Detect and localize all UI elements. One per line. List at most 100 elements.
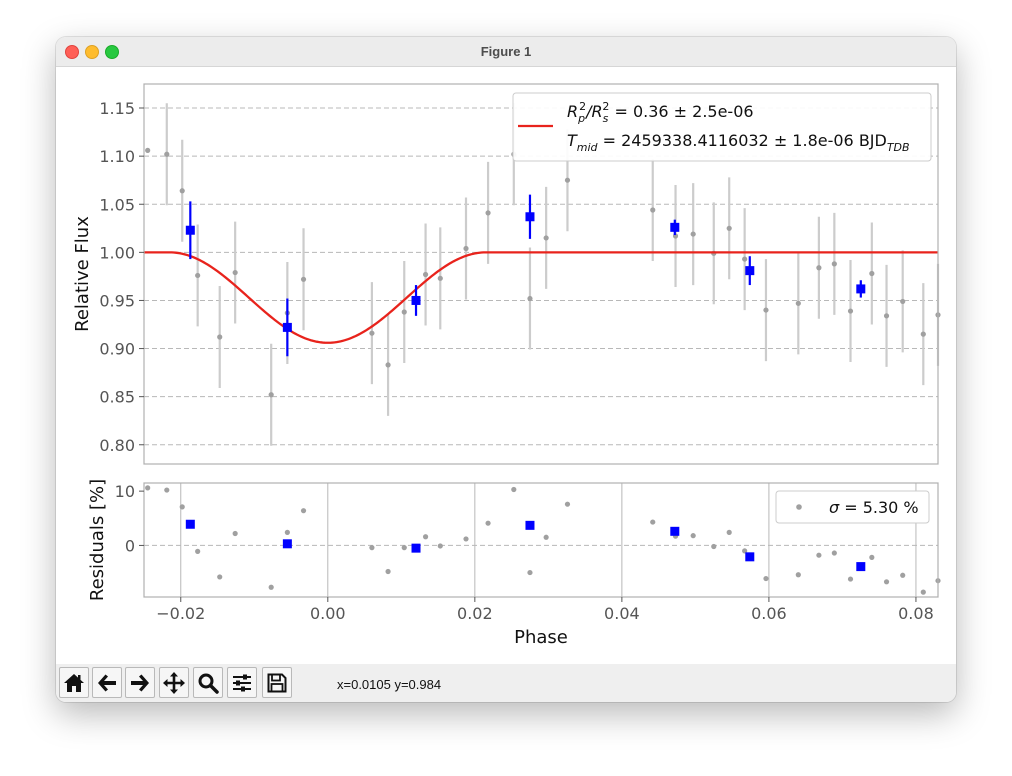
figure-window: Figure 1 0.80 0.85 0.90 0.95 1.00 1.05 1.10 1.1… <box>56 37 956 702</box>
lightcurve-raw-point <box>816 265 822 271</box>
residual-binned-point <box>185 519 195 529</box>
lightcurve-raw-point <box>726 225 732 231</box>
residual-raw-point <box>145 485 151 491</box>
lightcurve-legend-box <box>512 92 932 162</box>
lightcurve-raw-point <box>164 151 170 157</box>
residual-raw-point <box>179 504 185 510</box>
home-icon <box>64 673 84 692</box>
residual-binned-point <box>745 552 755 562</box>
configure-subplots-button[interactable] <box>227 667 257 698</box>
residual-raw-point <box>711 543 717 550</box>
phase-xtick-label: 0.08 <box>898 604 934 623</box>
lightcurve-raw-point <box>437 275 443 281</box>
residual-raw-point <box>485 520 491 526</box>
lightcurve-raw-point <box>485 210 491 216</box>
residual-raw-point <box>726 529 732 535</box>
lightcurve-ytick-label: 1.00 <box>99 243 135 262</box>
residual-raw-point <box>920 589 926 595</box>
lightcurve-raw-point <box>763 307 769 313</box>
lightcurve-binned-point <box>185 225 195 235</box>
lightcurve-raw-point <box>268 392 274 398</box>
residual-raw-point <box>543 534 549 540</box>
lightcurve-ytick-label: 1.05 <box>99 195 135 214</box>
legend-radius-ratio: Rp2/Rs2 = 0.36 ± 2.5e-06 <box>567 100 754 125</box>
residual-x-ticks: −0.02 0.00 0.02 0.04 0.06 0.08 <box>156 597 934 623</box>
forward-button[interactable] <box>125 667 155 698</box>
lightcurve-raw-point <box>145 147 151 153</box>
pan-icon <box>163 671 185 694</box>
lightcurve-raw-point <box>564 177 571 183</box>
cursor-coordinates: x=0.0105 y=0.984 <box>337 677 442 692</box>
zoom-window-button[interactable] <box>105 45 119 59</box>
residual-raw-point <box>650 519 656 525</box>
residual-raw-point <box>763 575 769 582</box>
lightcurve-ytick-label: 1.15 <box>99 99 135 118</box>
residual-raw-point <box>527 569 533 576</box>
lightcurve-raw-point <box>369 330 375 336</box>
residual-raw-point <box>511 486 517 493</box>
home-button[interactable] <box>59 667 89 698</box>
residual-raw-point <box>300 508 307 514</box>
residual-raw-point <box>232 530 238 537</box>
save-button[interactable] <box>262 667 292 698</box>
residual-raw-point <box>690 533 696 539</box>
lightcurve-raw-point <box>195 272 201 279</box>
residual-raw-point <box>284 529 290 535</box>
zoom-button[interactable] <box>193 667 223 698</box>
residual-ytick-label: 0 <box>125 536 135 555</box>
configure-subplots-icon <box>233 674 251 691</box>
lightcurve-ylabel: Relative Flux <box>72 216 93 332</box>
lightcurve-ytick-label: 0.85 <box>99 388 135 407</box>
close-window-button[interactable] <box>65 45 79 59</box>
residual-raw-point <box>463 536 469 542</box>
residual-raw-point <box>883 579 890 585</box>
residual-ylabel: Residuals [%] <box>87 479 108 601</box>
lightcurve-binned-point <box>670 222 680 232</box>
back-button[interactable] <box>92 667 122 698</box>
lightcurve-legend: Rp2/Rs2 = 0.36 ± 2.5e-06 Tmid = 2459338.… <box>512 92 932 162</box>
legend-sigma: σ = 5.30 % <box>829 498 919 517</box>
forward-arrow-icon <box>131 674 149 691</box>
residual-raw-point <box>422 534 429 540</box>
residual-binned-point <box>411 543 421 553</box>
minimize-window-button[interactable] <box>85 45 99 59</box>
residual-raw-point <box>816 552 822 558</box>
figure-canvas[interactable]: 0.80 0.85 0.90 0.95 1.00 1.05 1.10 1.15 Relativ… <box>56 67 956 663</box>
lightcurve-raw-point <box>795 300 801 306</box>
residual-raw-point <box>369 545 375 551</box>
lightcurve-ytick-label: 0.95 <box>99 291 135 310</box>
lightcurve-raw-point <box>179 188 185 194</box>
lightcurve-binned-point <box>282 322 292 332</box>
lightcurve-raw-point <box>920 331 926 337</box>
lightcurve-binned-point <box>411 295 421 305</box>
lightcurve-ytick-label: 0.80 <box>99 436 135 455</box>
lightcurve-binned-point <box>745 266 755 276</box>
residual-raw-point <box>268 584 274 590</box>
lightcurve-raw-point <box>900 298 906 305</box>
residual-raw-point <box>385 568 391 575</box>
figure-svg[interactable]: 0.80 0.85 0.90 0.95 1.00 1.05 1.10 1.15 Relativ… <box>56 67 956 663</box>
lightcurve-binned-point <box>856 284 866 294</box>
residual-ytick-label: 10 <box>115 482 135 501</box>
residual-binned-point <box>525 520 535 530</box>
residual-raw-point <box>401 545 407 551</box>
residual-raw-points <box>145 485 941 595</box>
residual-raw-point <box>437 543 443 549</box>
residual-raw-point <box>795 572 801 578</box>
lightcurve-raw-point <box>847 308 854 314</box>
lightcurve-raw-point <box>401 309 407 315</box>
residual-raw-point <box>742 548 748 554</box>
phase-xlabel: Phase <box>514 627 568 648</box>
transit-model-line <box>144 251 938 344</box>
residual-raw-point <box>869 554 875 560</box>
residual-binned-points <box>185 519 866 572</box>
lightcurve-raw-point <box>217 334 223 340</box>
title-bar[interactable]: Figure 1 <box>56 37 956 67</box>
lightcurve-raw-point <box>869 270 875 277</box>
pan-button[interactable] <box>159 667 189 698</box>
residual-raw-point <box>217 574 223 580</box>
residual-binned-point <box>670 526 680 536</box>
lightcurve-binned-point <box>525 212 535 222</box>
residual-axes-frame <box>143 482 939 598</box>
residual-raw-point <box>847 576 854 582</box>
